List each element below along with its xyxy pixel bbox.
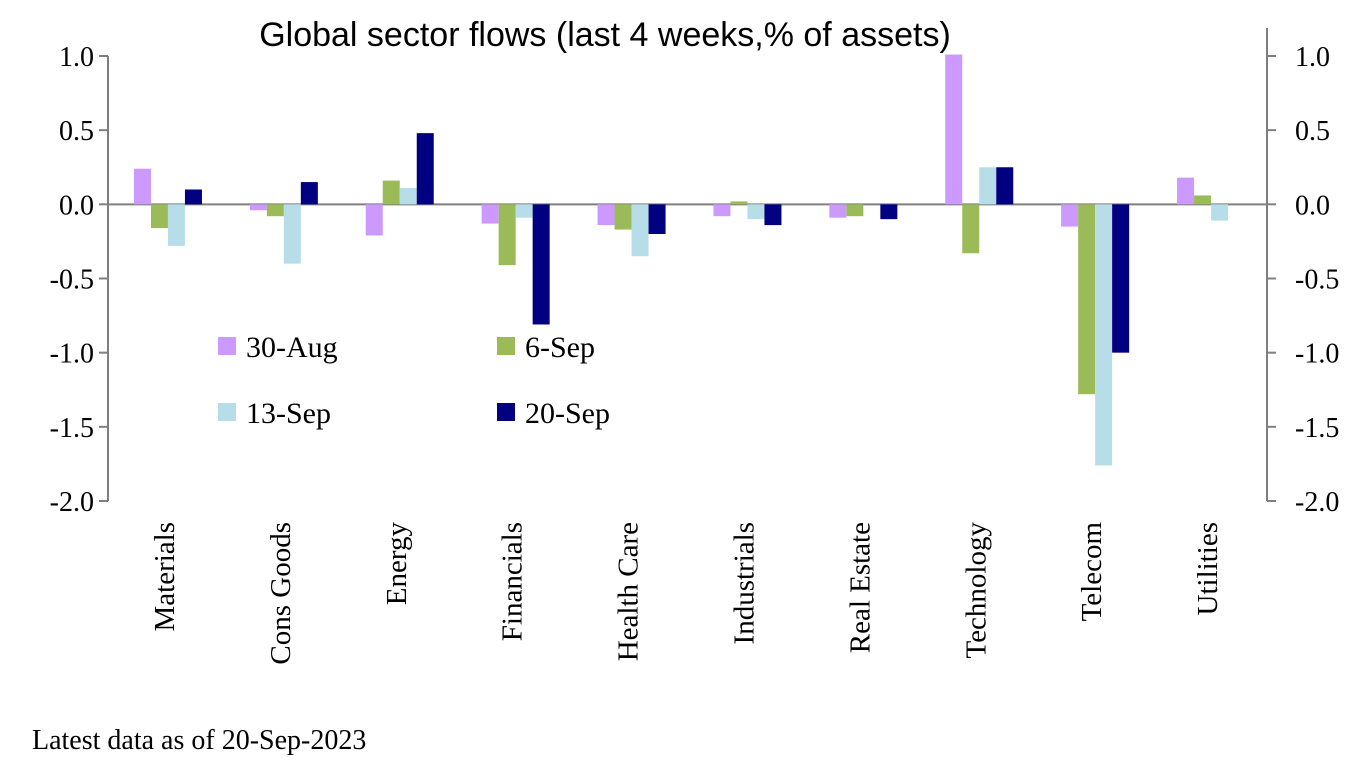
y-tick-label-left: -1.5	[50, 413, 94, 444]
bar-financials-30-aug	[481, 204, 499, 224]
bar-energy-30-aug	[365, 204, 383, 236]
bar-telecom-30-aug	[1061, 204, 1079, 227]
y-tick-label-right: -0.5	[1295, 265, 1339, 296]
bar-technology-20-sep	[996, 167, 1014, 205]
y-tick-label-left: -2.0	[50, 487, 94, 518]
bar-cons-goods-6-sep	[266, 204, 284, 217]
bar-health-care-13-sep	[631, 204, 649, 257]
bar-telecom-6-sep	[1078, 204, 1096, 395]
bar-health-care-20-sep	[648, 204, 666, 234]
bar-energy-20-sep	[416, 133, 434, 205]
y-tick-label-left: 0.5	[59, 116, 94, 147]
category-label: Industrials	[728, 522, 760, 644]
y-tick-label-left: 0.0	[59, 190, 94, 221]
category-label: Real Estate	[844, 522, 876, 653]
bar-cons-goods-13-sep	[283, 204, 301, 264]
bar-energy-13-sep	[399, 188, 417, 205]
bar-financials-6-sep	[498, 204, 516, 266]
category-label: Energy	[381, 522, 413, 606]
legend-label: 13-Sep	[246, 397, 331, 430]
bar-industrials-6-sep	[730, 201, 748, 205]
legend: 30-Aug 6-Sep 13-Sep 20-Sep	[218, 331, 610, 430]
y-tick-label-left: 1.0	[59, 42, 94, 73]
bar-industrials-20-sep	[764, 204, 782, 226]
bar-utilities-6-sep	[1194, 195, 1212, 205]
bar-utilities-13-sep	[1211, 204, 1229, 221]
legend-swatch	[497, 403, 515, 421]
category-label: Telecom	[1076, 522, 1108, 622]
y-tick-label-right: -2.0	[1295, 487, 1339, 518]
category-label: Materials	[149, 522, 181, 632]
legend-swatch	[218, 403, 236, 421]
axes: 1.0 1.0 0.5 0.5 0.0 0.0 -0.5 -0.5 -1.0 -1.0 -1.5 -1…	[50, 28, 1339, 518]
legend-label: 30-Aug	[246, 331, 338, 364]
bar-real-estate-6-sep	[846, 204, 864, 217]
y-tick-label-right: -1.0	[1295, 339, 1339, 370]
bar-telecom-20-sep	[1112, 204, 1130, 353]
chart-title: Global sector flows (last 4 weeks,% of a…	[259, 16, 951, 54]
bar-materials-30-aug	[133, 168, 151, 205]
bar-materials-13-sep	[167, 204, 185, 246]
bar-materials-6-sep	[150, 204, 168, 229]
legend-swatch	[497, 337, 515, 355]
bar-cons-goods-20-sep	[300, 182, 318, 205]
bar-health-care-30-aug	[597, 204, 615, 226]
y-tick-label-right: 1.0	[1295, 42, 1330, 73]
bar-real-estate-30-aug	[829, 204, 847, 218]
category-label: Financials	[497, 522, 529, 641]
y-tick-label-right: -1.5	[1295, 413, 1339, 444]
bar-health-care-6-sep	[614, 204, 632, 230]
bar-cons-goods-30-aug	[249, 204, 267, 211]
bar-financials-13-sep	[515, 204, 533, 218]
bar-telecom-13-sep	[1095, 204, 1113, 466]
bar-real-estate-20-sep	[880, 204, 898, 220]
y-tick-label-right: 0.0	[1295, 190, 1330, 221]
bar-industrials-30-aug	[713, 204, 731, 217]
bar-technology-6-sep	[962, 204, 980, 254]
footnote: Latest data as of 20-Sep-2023	[32, 725, 366, 756]
category-label: Utilities	[1192, 522, 1224, 615]
bar-industrials-13-sep	[747, 204, 765, 220]
category-label: Technology	[960, 522, 992, 659]
legend-label: 20-Sep	[525, 397, 610, 430]
category-label: Health Care	[613, 522, 645, 661]
y-tick-label-right: 0.5	[1295, 116, 1330, 147]
legend-label: 6-Sep	[525, 331, 595, 364]
bar-energy-6-sep	[382, 180, 400, 205]
bar-technology-30-aug	[945, 54, 963, 205]
category-label: Cons Goods	[265, 522, 297, 665]
y-tick-label-left: -0.5	[50, 265, 94, 296]
bar-technology-13-sep	[979, 167, 997, 205]
bar-utilities-30-aug	[1177, 177, 1195, 205]
legend-swatch	[218, 337, 236, 355]
y-tick-label-left: -1.0	[50, 339, 94, 370]
bar-materials-20-sep	[184, 189, 202, 205]
bar-financials-20-sep	[532, 204, 550, 325]
category-labels: Materials Cons Goods Energy Financials Healt…	[149, 522, 1224, 665]
bars	[133, 54, 1229, 466]
